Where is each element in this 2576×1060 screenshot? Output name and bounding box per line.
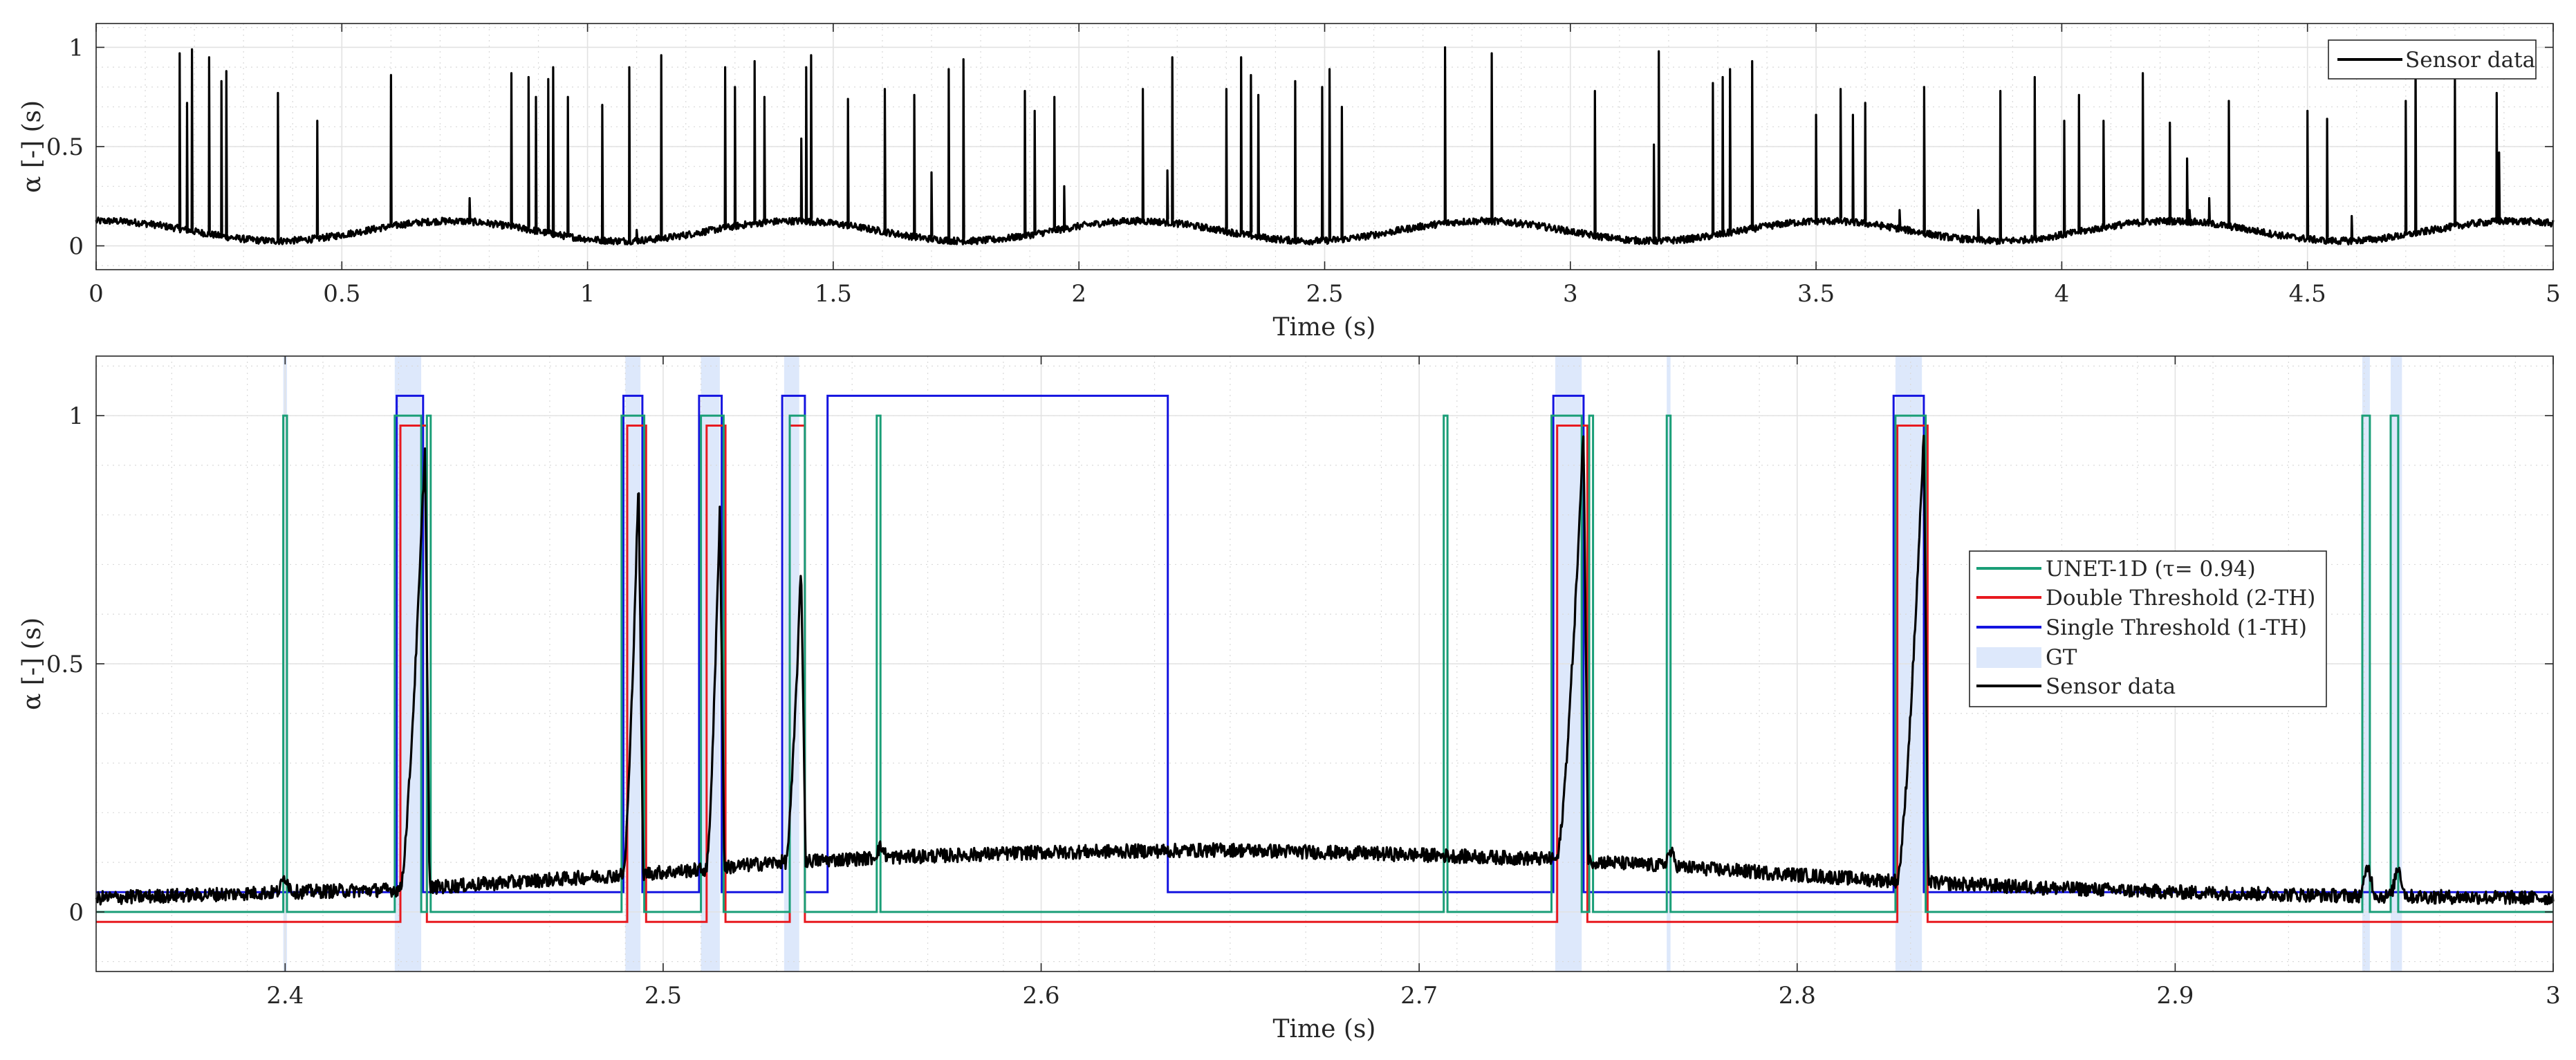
top-major-grid — [95, 24, 2554, 270]
single-threshold-line — [96, 394, 2553, 893]
y-tick-label: 1 — [68, 402, 84, 430]
sensor-overview-chart: 0 0.5 1 1.5 2 2.5 3 3.5 4 4.5 5 00.51 Time (s) α [… — [18, 23, 2561, 342]
x-tick-label: 2.5 — [1306, 280, 1343, 308]
bottom-y-ticks: 00.51 — [46, 402, 2553, 927]
bottom-x-axis-label: Time (s) — [1273, 1015, 1376, 1043]
legend-label-sensor: Sensor data — [2046, 674, 2176, 699]
x-tick-label: 1.5 — [815, 280, 852, 308]
y-tick-label: 1 — [68, 34, 84, 62]
top-x-axis-label: Time (s) — [1273, 313, 1376, 342]
y-tick-label: 0 — [68, 233, 84, 261]
x-tick-label: 2.4 — [266, 982, 304, 1010]
x-tick-label: 2.7 — [1400, 982, 1438, 1010]
x-tick-label: 2.6 — [1022, 982, 1059, 1010]
detection-zoom-chart: 2.4 2.5 2.6 2.7 2.8 2.9 3 00.51 Time (s) α [-]… — [18, 355, 2561, 1043]
x-tick-label: 3.5 — [1797, 280, 1835, 308]
x-tick-label: 0.5 — [323, 280, 360, 308]
x-tick-label: 2.8 — [1779, 982, 1816, 1010]
legend-label-gt: GT — [2046, 645, 2077, 670]
legend-label-double-threshold: Double Threshold (2-TH) — [2046, 586, 2315, 611]
top-y-ticks: 00.51 — [46, 34, 2553, 261]
legend-label-single-threshold: Single Threshold (1-TH) — [2046, 615, 2307, 640]
x-tick-label: 4 — [2055, 280, 2070, 308]
x-tick-label: 2.5 — [645, 982, 682, 1010]
x-tick-label: 2.9 — [2156, 982, 2194, 1010]
top-y-axis-label: α [-] (s) — [18, 100, 46, 193]
x-tick-label: 1 — [580, 280, 595, 308]
x-tick-label: 2 — [1071, 280, 1086, 308]
legend-swatch-gt — [1976, 647, 2041, 668]
y-tick-label: 0.5 — [46, 133, 84, 161]
bottom-y-axis-label: α [-] (s) — [18, 617, 46, 710]
x-tick-label: 3 — [2546, 982, 2561, 1010]
legend-label-unet: UNET-1D (τ= 0.94) — [2046, 557, 2256, 582]
y-tick-label: 0.5 — [46, 651, 84, 678]
y-tick-label: 0 — [68, 899, 84, 927]
bottom-sensor-line — [95, 434, 2555, 906]
x-tick-label: 0 — [89, 280, 104, 308]
top-x-ticks: 0 0.5 1 1.5 2 2.5 3 3.5 4 4.5 5 — [89, 24, 2561, 308]
x-tick-label: 3 — [1563, 280, 1578, 308]
bottom-x-ticks: 2.4 2.5 2.6 2.7 2.8 2.9 3 — [266, 356, 2561, 1010]
double-threshold-line — [96, 425, 2553, 923]
bottom-legend-box — [1969, 550, 2327, 707]
top-legend: Sensor data — [2328, 39, 2537, 80]
bottom-legend: UNET-1D (τ= 0.94) Double Threshold (2-TH… — [1969, 550, 2327, 707]
bottom-series — [95, 394, 2555, 923]
top-sensor-line — [95, 46, 2555, 245]
top-legend-box — [2328, 39, 2537, 80]
x-tick-label: 4.5 — [2289, 280, 2326, 308]
top-sensor-series — [95, 46, 2555, 245]
top-legend-label-sensor: Sensor data — [2405, 48, 2535, 73]
x-tick-label: 5 — [2546, 280, 2561, 308]
